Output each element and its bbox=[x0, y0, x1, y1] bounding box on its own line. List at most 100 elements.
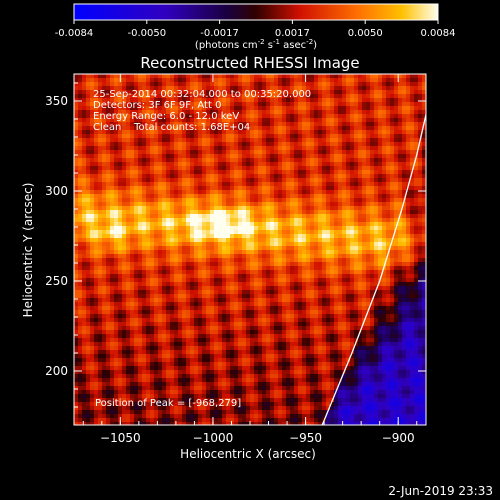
heatmap-cell bbox=[418, 198, 422, 202]
heatmap-cell bbox=[258, 234, 262, 238]
heatmap-cell bbox=[258, 290, 262, 294]
heatmap-cell bbox=[422, 250, 426, 254]
heatmap-cell bbox=[358, 290, 362, 294]
heatmap-cell bbox=[354, 254, 358, 258]
heatmap-cell bbox=[74, 90, 78, 94]
heatmap-cell bbox=[190, 182, 194, 186]
heatmap-cell bbox=[138, 154, 142, 158]
heatmap-cell bbox=[126, 214, 130, 218]
heatmap-cell bbox=[302, 150, 306, 154]
heatmap-cell bbox=[194, 198, 198, 202]
heatmap-cell bbox=[302, 138, 306, 142]
heatmap-cell bbox=[262, 270, 266, 274]
heatmap-cell bbox=[418, 126, 422, 130]
heatmap-cell bbox=[202, 190, 206, 194]
heatmap-cell bbox=[338, 94, 342, 98]
heatmap-cell bbox=[182, 218, 186, 222]
heatmap-cell bbox=[142, 122, 146, 126]
heatmap-cell bbox=[106, 206, 110, 210]
heatmap-cell bbox=[318, 194, 322, 198]
heatmap-cell bbox=[290, 114, 294, 118]
heatmap-cell bbox=[354, 258, 358, 262]
heatmap-cell bbox=[242, 198, 246, 202]
heatmap-cell bbox=[106, 178, 110, 182]
heatmap-cell bbox=[390, 230, 394, 234]
heatmap-cell bbox=[406, 282, 410, 286]
heatmap-cell bbox=[278, 190, 282, 194]
heatmap-cell bbox=[174, 190, 178, 194]
heatmap-cell bbox=[210, 194, 214, 198]
heatmap-cell bbox=[142, 154, 146, 158]
heatmap-cell bbox=[78, 74, 82, 78]
heatmap-cell bbox=[358, 238, 362, 242]
heatmap-cell bbox=[230, 230, 234, 234]
heatmap-cell bbox=[182, 274, 186, 278]
heatmap-cell bbox=[162, 198, 166, 202]
heatmap-cell bbox=[358, 82, 362, 86]
heatmap-cell bbox=[354, 270, 358, 274]
heatmap-cell bbox=[254, 146, 258, 150]
heatmap-cell bbox=[250, 266, 254, 270]
heatmap-cell bbox=[338, 178, 342, 182]
heatmap-cell bbox=[410, 166, 414, 170]
heatmap-cell bbox=[250, 98, 254, 102]
heatmap-cell bbox=[282, 198, 286, 202]
heatmap-cell bbox=[94, 110, 98, 114]
heatmap-cell bbox=[78, 126, 82, 130]
heatmap-cell bbox=[290, 234, 294, 238]
heatmap-cell bbox=[334, 262, 338, 266]
heatmap-cell bbox=[422, 274, 426, 278]
heatmap-cell bbox=[298, 90, 302, 94]
heatmap-cell bbox=[402, 114, 406, 118]
heatmap-cell bbox=[222, 298, 226, 302]
heatmap-cell bbox=[322, 190, 326, 194]
heatmap-cell bbox=[350, 74, 354, 78]
heatmap-cell bbox=[342, 270, 346, 274]
heatmap-cell bbox=[78, 106, 82, 110]
heatmap-cell bbox=[82, 94, 86, 98]
heatmap-cell bbox=[202, 94, 206, 98]
heatmap-cell bbox=[334, 118, 338, 122]
heatmap-cell bbox=[142, 286, 146, 290]
heatmap-cell bbox=[114, 266, 118, 270]
heatmap-cell bbox=[166, 138, 170, 142]
heatmap-cell bbox=[146, 230, 150, 234]
heatmap-cell bbox=[406, 238, 410, 242]
heatmap-cell bbox=[278, 206, 282, 210]
heatmap-cell bbox=[198, 258, 202, 262]
heatmap-cell bbox=[90, 274, 94, 278]
heatmap-cell bbox=[366, 158, 370, 162]
heatmap-cell bbox=[122, 118, 126, 122]
heatmap-cell bbox=[322, 122, 326, 126]
heatmap-cell bbox=[318, 290, 322, 294]
heatmap-cell bbox=[102, 138, 106, 142]
heatmap-cell bbox=[150, 118, 154, 122]
heatmap-cell bbox=[226, 174, 230, 178]
heatmap-cell bbox=[342, 98, 346, 102]
heatmap-cell bbox=[334, 194, 338, 198]
heatmap-cell bbox=[158, 278, 162, 282]
heatmap-cell bbox=[414, 234, 418, 238]
heatmap-cell bbox=[310, 278, 314, 282]
heatmap-cell bbox=[302, 114, 306, 118]
heatmap-cell bbox=[414, 282, 418, 286]
heatmap-cell bbox=[318, 230, 322, 234]
heatmap-cell bbox=[382, 234, 386, 238]
heatmap-cell bbox=[350, 274, 354, 278]
heatmap-cell bbox=[242, 122, 246, 126]
heatmap-cell bbox=[414, 194, 418, 198]
heatmap-cell bbox=[202, 250, 206, 254]
heatmap-cell bbox=[94, 270, 98, 274]
heatmap-cell bbox=[142, 266, 146, 270]
heatmap-cell bbox=[130, 110, 134, 114]
heatmap-cell bbox=[138, 198, 142, 202]
heatmap-cell bbox=[190, 154, 194, 158]
heatmap-cell bbox=[130, 190, 134, 194]
heatmap-cell bbox=[274, 258, 278, 262]
heatmap-cell bbox=[366, 94, 370, 98]
heatmap-cell bbox=[86, 298, 90, 302]
heatmap-cell bbox=[114, 130, 118, 134]
heatmap-cell bbox=[82, 174, 86, 178]
heatmap-cell bbox=[322, 266, 326, 270]
heatmap-cell bbox=[78, 230, 82, 234]
